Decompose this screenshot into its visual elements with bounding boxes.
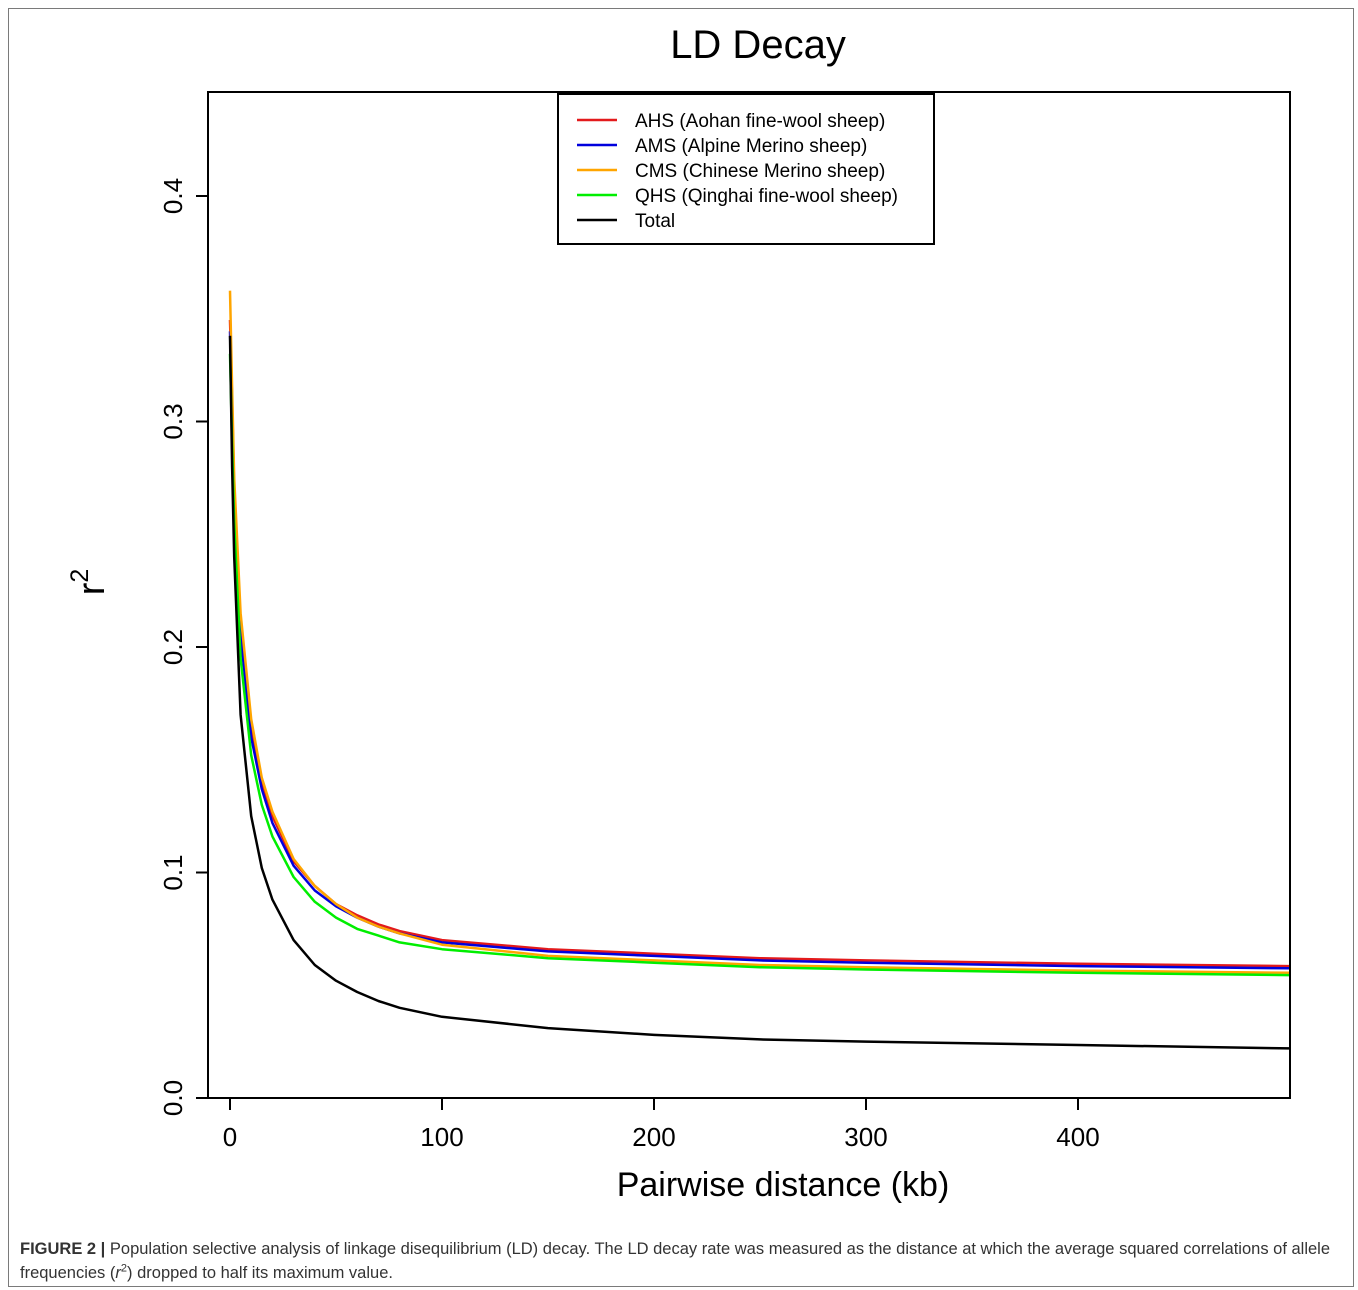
caption-lead: FIGURE 2 |: [20, 1240, 106, 1258]
legend-label: AHS (Aohan fine-wool sheep): [635, 111, 885, 132]
series-line-0: [228, 319, 1290, 968]
x-tick-label: 300: [844, 1122, 887, 1152]
legend-label: CMS (Chinese Merino sheep): [635, 161, 885, 182]
x-axis-label: Pairwise distance (kb): [617, 1166, 950, 1204]
caption-text-1: Population selective analysis of linkage…: [20, 1240, 1331, 1282]
y-tick-label: 0.1: [158, 854, 188, 890]
chart-title: LD Decay: [670, 23, 846, 67]
x-tick-label: 100: [420, 1122, 463, 1152]
figure-caption: FIGURE 2 | Population selective analysis…: [20, 1237, 1345, 1285]
series-line-2: [228, 290, 1290, 975]
figure-frame: [8, 8, 1354, 1287]
series-line-4: [228, 335, 1290, 1050]
y-tick-label: 0.0: [158, 1080, 188, 1116]
caption-text-2: ) dropped to half its maximum value.: [127, 1264, 393, 1282]
plot-area-border: [207, 91, 1291, 1099]
x-tick-label: 400: [1056, 1122, 1099, 1152]
series-line-1: [228, 331, 1290, 970]
x-tick-label: 200: [632, 1122, 675, 1152]
x-tick-label: 0: [223, 1122, 237, 1152]
caption-variable: r: [115, 1264, 121, 1282]
y-tick-label: 0.3: [158, 403, 188, 439]
legend-label: Total: [635, 211, 675, 232]
caption-superscript: 2: [120, 1262, 128, 1275]
legend-label: QHS (Qinghai fine-wool sheep): [635, 186, 898, 207]
series-line-3: [228, 353, 1290, 977]
y-axis-label: r2: [66, 569, 113, 596]
y-tick-label: 0.4: [158, 178, 188, 214]
ld-decay-chart: LD Decay r2 Pairwise distance (kb) 0 100 2…: [66, 23, 1291, 1204]
y-axis-label-base: r: [71, 582, 113, 595]
y-tick-label: 0.2: [158, 629, 188, 665]
svg-text:r2: r2: [66, 569, 113, 596]
legend-box: [557, 93, 935, 245]
y-axis-label-superscript: 2: [66, 569, 94, 583]
legend: AHS (Aohan fine-wool sheep) AMS (Alpine M…: [557, 93, 935, 245]
legend-label: AMS (Alpine Merino sheep): [635, 136, 867, 157]
